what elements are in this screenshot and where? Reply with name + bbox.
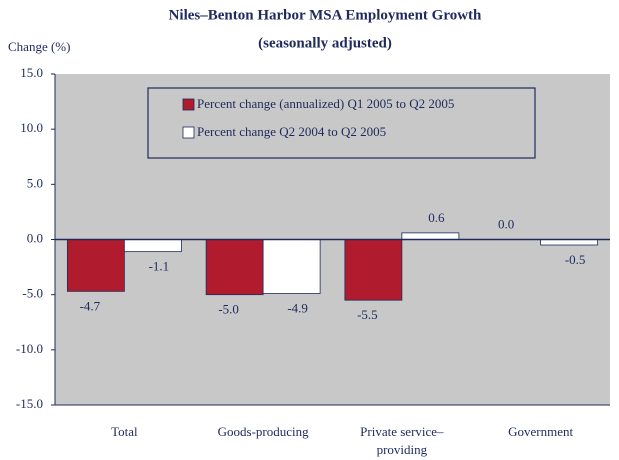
data-label: -5.5 [357, 307, 378, 322]
bar [401, 232, 460, 240]
data-label: -5.0 [218, 302, 239, 317]
chart-subtitle: (seasonally adjusted) [258, 35, 392, 51]
data-label: 0.6 [428, 210, 445, 225]
data-label: -4.7 [80, 298, 101, 313]
y-tick-label: 10.0 [20, 120, 43, 135]
bar [540, 239, 599, 246]
bar [66, 239, 125, 292]
data-label: -0.5 [565, 252, 586, 267]
legend-box [147, 87, 536, 159]
bar [123, 239, 182, 253]
bar [344, 239, 403, 301]
x-tick-label: Government [508, 424, 574, 439]
y-tick-label: 15.0 [20, 65, 43, 80]
bar [205, 239, 264, 296]
legend-label: Percent change (annualized) Q1 2005 to Q… [197, 96, 454, 111]
y-tick-label: -10.0 [16, 341, 43, 356]
data-label: -1.1 [149, 259, 170, 274]
x-tick-label: Goods-producing [217, 424, 309, 439]
y-axis-label: Change (%) [8, 39, 70, 54]
y-tick-label: 5.0 [27, 175, 43, 190]
y-tick-label: 0.0 [27, 230, 43, 245]
legend-label: Percent change Q2 2004 to Q2 2005 [197, 124, 386, 139]
legend-swatch [182, 98, 195, 111]
chart-title: Niles–Benton Harbor MSA Employment Growt… [169, 7, 482, 23]
data-label: 0.0 [498, 216, 514, 231]
legend-swatch [182, 126, 195, 139]
bar [262, 239, 321, 294]
x-tick-label: Private service–providing [360, 424, 444, 457]
y-tick-label: -5.0 [22, 286, 43, 301]
x-tick-label: Total [111, 424, 138, 439]
y-tick-label: -15.0 [16, 396, 43, 411]
data-label: -4.9 [287, 301, 308, 316]
